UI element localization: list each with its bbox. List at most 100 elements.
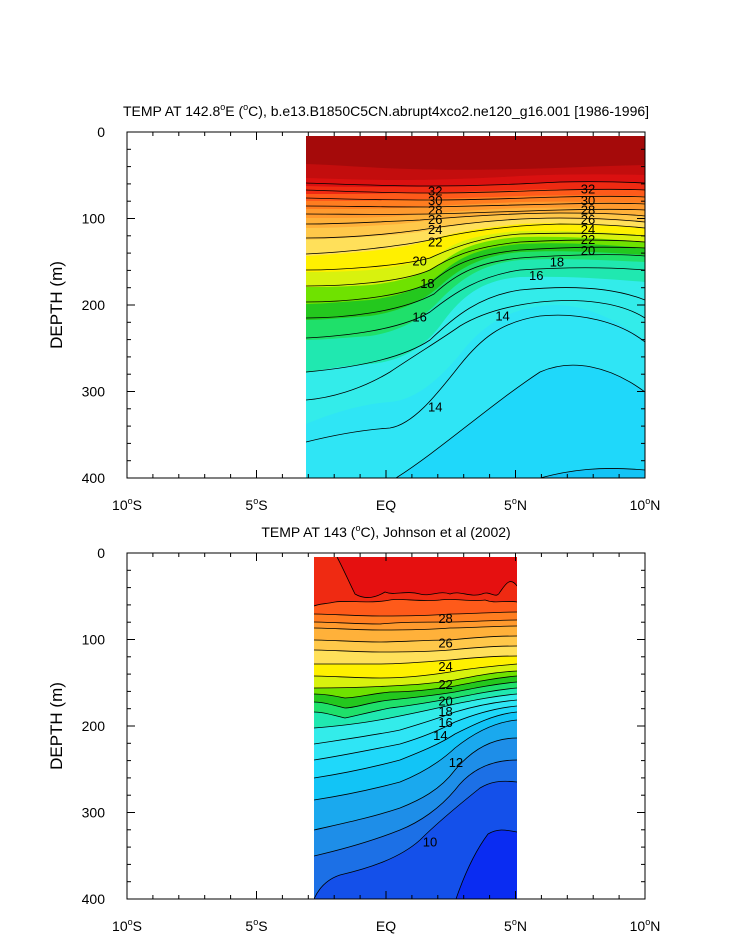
x-tick-label: 10oS [112,496,142,513]
contour-line [314,719,517,801]
contour-label: 20 [412,253,426,268]
contour-label: 20 [581,243,595,258]
contour-label: 26 [428,212,442,227]
contour-line [314,705,517,761]
x-tick-label: 5oS [245,917,267,934]
contour-line [306,188,645,194]
y-tick-label: 300 [82,384,106,400]
panel-2: TEMP AT 143 (oC), Johnson et al (2002) [261,523,517,899]
contour-label: 14 [433,728,447,743]
contour-line [314,619,517,625]
panel-2-fills [314,557,517,899]
y-tick-label: 0 [97,545,105,561]
panel-1-title: TEMP AT 142.8oE (oC), b.e13.B1850C5CN.ab… [123,102,649,119]
contour-line [314,675,517,699]
contour-label: 16 [412,310,426,325]
contour-label: 18 [420,276,434,291]
contour-label: 20 [438,693,452,708]
contour-line [306,254,645,319]
contour-line [314,737,517,831]
contour-label: 26 [581,212,595,227]
contour-label: 24 [581,222,595,237]
y-tick-label: 200 [82,297,106,313]
contour-line [306,223,645,255]
contour-label: 28 [428,202,442,217]
contour-label: 24 [438,659,452,674]
contour-label: 22 [438,677,452,692]
contour-line [314,693,517,729]
fill-band [306,136,645,170]
y-tick-label: 0 [97,124,105,140]
contour-line [314,635,517,643]
contour-line [306,217,645,239]
x-tick-label: EQ [376,497,396,513]
contour-label: 28 [581,202,595,217]
contour-line [539,468,645,478]
panel-2-ylabel: DEPTH (m) [47,682,66,770]
contour-line [306,195,645,201]
y-tick-label: 300 [82,805,106,821]
contour-line [314,780,517,899]
y-tick-label: 400 [82,891,106,907]
contour-line [395,364,645,478]
contour-label: 12 [449,755,463,770]
contour-line [306,287,645,373]
contour-line [314,645,517,653]
contour-line [314,625,517,631]
contour-label: 22 [428,234,442,249]
contour-line [455,829,517,899]
contour-label: 16 [529,268,543,283]
contour-label: 30 [581,193,595,208]
x-tick-label: 10oN [630,917,661,934]
contour-line [306,181,645,187]
panel-2-title: TEMP AT 143 (oC), Johnson et al (2002) [261,523,510,540]
contour-label: 18 [438,704,452,719]
y-tick-label: 400 [82,470,106,486]
fill-band [337,557,517,598]
panel-1-ylabel: DEPTH (m) [47,261,66,349]
contour-label: 28 [438,611,452,626]
contour-line [314,655,517,665]
contour-line [306,212,645,225]
contour-line [306,232,645,271]
contour-line [314,663,517,679]
panel-1-contour-lines [306,181,645,478]
x-tick-label: 5oN [504,917,527,934]
contour-line [314,681,517,709]
fill-band [396,365,645,478]
contour-label: 18 [550,254,564,269]
contour-label: 16 [438,715,452,730]
x-tick-label: 5oN [504,496,527,513]
contour-label: 14 [428,400,442,415]
contour-line [314,759,517,857]
x-tick-label: EQ [376,918,396,934]
contour-line [314,611,517,617]
contour-line [306,267,645,339]
panel-2-axes: 0 100 200 300 400 10oS 5oS EQ 5oN 10oN [82,545,661,934]
contour-line [336,557,517,598]
contour-line [314,687,517,719]
y-tick-label: 200 [82,718,106,734]
contour-label: 10 [423,834,437,849]
x-tick-label: 5oS [245,496,267,513]
y-tick-label: 100 [82,632,106,648]
contour-line [314,670,517,689]
contour-line [314,599,517,607]
contour-line [306,246,645,303]
contour-line [306,239,645,287]
panel-1-axes: 0 100 200 300 400 10oS 5oS EQ 5oN 10oN [82,124,661,513]
contour-label: 32 [428,183,442,198]
contour-line [314,699,517,745]
contour-label: 22 [581,232,595,247]
contour-line [306,202,645,208]
panel-1: TEMP AT 142.8oE (oC), b.e13.B1850C5CN.ab… [123,102,649,478]
contour-line [306,314,645,443]
x-tick-label: 10oN [630,496,661,513]
contour-label: 14 [495,309,509,324]
contour-label: 30 [428,193,442,208]
y-tick-label: 100 [82,211,106,227]
contour-label: 24 [428,222,442,237]
